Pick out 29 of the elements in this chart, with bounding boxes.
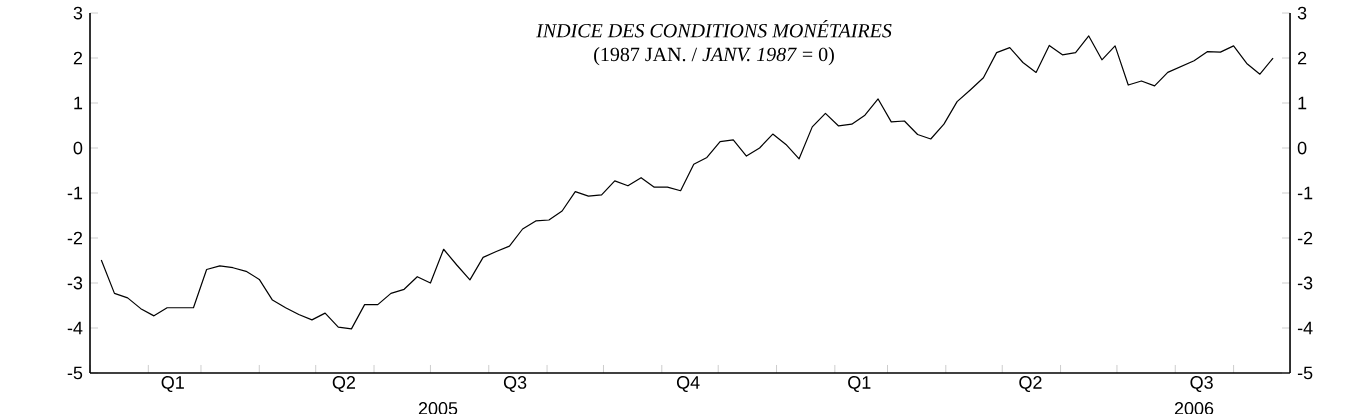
y-tick-label: 0 xyxy=(73,141,83,155)
y2-tick-label: 1 xyxy=(1298,96,1307,110)
y2-tick-label: 2 xyxy=(1298,51,1307,65)
y-tick-label: 3 xyxy=(73,6,83,20)
y-tick-label: -2 xyxy=(67,231,83,245)
y2-tick-label: -3 xyxy=(1297,276,1313,290)
x-tick-label: Q3 xyxy=(1190,376,1213,393)
chart-title: INDICE DES CONDITIONS MONÉTAIRES xyxy=(536,20,892,38)
y-tick-label: -5 xyxy=(67,366,83,380)
y-tick-label: 2 xyxy=(73,51,83,65)
y-tick-label: 1 xyxy=(74,96,83,110)
text: 2006 xyxy=(1174,402,1214,414)
y-tick-label: -4 xyxy=(67,321,83,335)
x-tick-label: Q2 xyxy=(1019,376,1042,393)
y2-tick-label: -5 xyxy=(1297,366,1313,380)
x-tick-label: Q1 xyxy=(848,376,871,393)
y2-tick-label: 0 xyxy=(1297,141,1307,155)
y-tick-label: -3 xyxy=(67,276,83,290)
y-tick-label: -1 xyxy=(67,186,83,200)
y2-tick-label: -4 xyxy=(1297,321,1313,335)
x-tick-label: Q4 xyxy=(676,376,700,393)
x-tick-label: Q2 xyxy=(332,376,356,393)
text: (1987 JAN. / JANV. 1987 = 0) xyxy=(594,47,834,66)
x-tick-label: Q1 xyxy=(161,376,184,393)
y2-tick-label: -2 xyxy=(1297,231,1313,245)
y2-tick-label: -1 xyxy=(1297,186,1313,200)
text: 2005 xyxy=(418,402,458,414)
y2-tick-label: 3 xyxy=(1297,6,1307,20)
x-tick-label: Q3 xyxy=(503,376,527,393)
